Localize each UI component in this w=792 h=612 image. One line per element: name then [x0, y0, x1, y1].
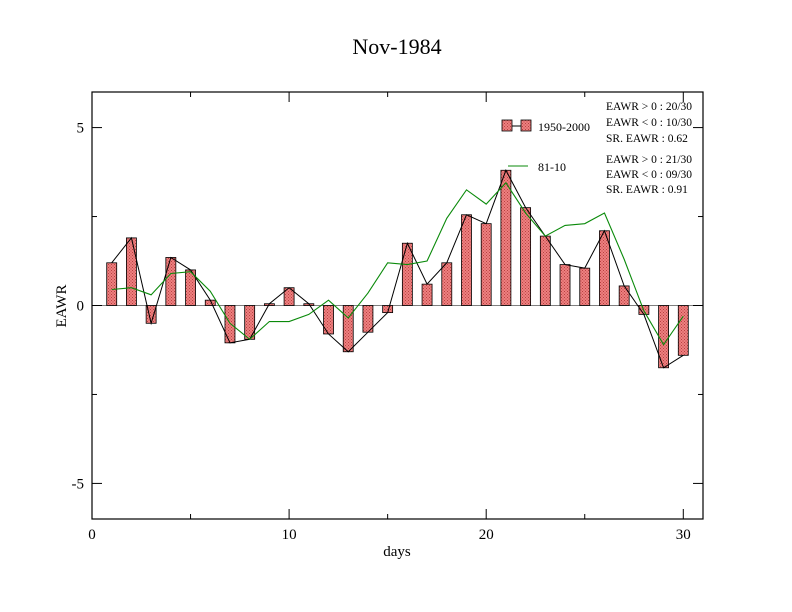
- y-tick-label--5: -5: [72, 476, 85, 492]
- y-tick-label-5: 5: [77, 121, 85, 137]
- y-axis-label: EAWR: [54, 285, 70, 328]
- legend: 1950-2000 81-10: [501, 119, 590, 174]
- bar-day-7: [224, 305, 236, 344]
- annotation-2-positive: EAWR > 0 : 21/30: [606, 154, 692, 166]
- bar-day-12: [323, 305, 334, 335]
- bar-day-27: [618, 285, 630, 306]
- stats-annotations: EAWR > 0 : 20/30 EAWR < 0 : 10/30 SR. EA…: [606, 101, 692, 196]
- bar-day-19: [461, 214, 472, 306]
- bar-day-17: [421, 283, 433, 306]
- bar-day-8: [244, 305, 256, 340]
- x-axis-label: days: [383, 544, 411, 560]
- annotation-1-sr: SR. EAWR : 0.62: [606, 133, 688, 145]
- bar-day-24: [559, 264, 571, 306]
- annotation-1-negative: EAWR < 0 : 10/30: [606, 117, 692, 129]
- x-tick-label-0: 0: [88, 527, 96, 543]
- bar-day-1: [106, 262, 118, 306]
- legend-bar-swatch-right: [520, 119, 532, 132]
- x-tick-label-20: 20: [479, 527, 494, 543]
- bar-day-16: [401, 242, 413, 306]
- bar-day-18: [441, 262, 453, 306]
- y-tick-label-0: 0: [77, 299, 85, 315]
- legend-label-81-10: 81-10: [538, 160, 566, 174]
- bar-day-21: [500, 169, 512, 306]
- bar-day-4: [165, 257, 177, 306]
- plot-area: [92, 169, 703, 369]
- x-tick-label-30: 30: [676, 527, 691, 543]
- bar-day-13: [342, 305, 354, 353]
- bar-day-23: [539, 235, 551, 306]
- axes: 0 10 20 30 -5 0 5: [72, 92, 703, 543]
- bar-day-22: [520, 207, 532, 306]
- bar-day-25: [579, 267, 591, 306]
- annotation-2-sr: SR. EAWR : 0.91: [606, 184, 688, 196]
- legend-bar-swatch-left: [501, 119, 513, 132]
- bar-day-20: [480, 223, 492, 306]
- x-tick-label-10: 10: [282, 527, 297, 543]
- bar-day-30: [677, 305, 689, 356]
- annotation-2-negative: EAWR < 0 : 09/30: [606, 169, 692, 181]
- chart-title: Nov-1984: [352, 34, 441, 59]
- annotation-1-positive: EAWR > 0 : 20/30: [606, 101, 692, 113]
- bar-day-2: [126, 237, 137, 306]
- series-81-10-line: [111, 181, 684, 346]
- series-1950-2000-line: [111, 169, 684, 369]
- legend-label-1950-2000: 1950-2000: [538, 120, 590, 134]
